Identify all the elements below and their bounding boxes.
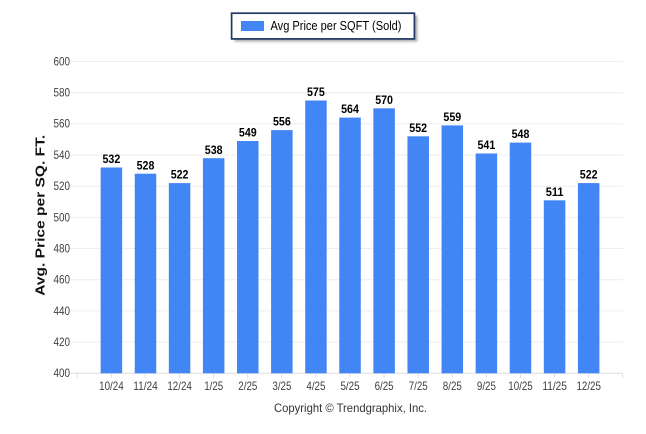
svg-text:522: 522 xyxy=(580,170,598,182)
svg-text:7/25: 7/25 xyxy=(409,379,428,393)
svg-text:10/24: 10/24 xyxy=(99,379,124,393)
svg-text:4/25: 4/25 xyxy=(306,379,325,393)
svg-text:549: 549 xyxy=(239,128,257,140)
svg-text:522: 522 xyxy=(171,170,189,182)
svg-text:420: 420 xyxy=(54,335,71,349)
svg-text:560: 560 xyxy=(54,117,71,131)
svg-text:11/25: 11/25 xyxy=(542,379,567,393)
svg-text:575: 575 xyxy=(307,87,325,99)
svg-text:580: 580 xyxy=(54,86,71,100)
svg-text:Avg. Price per SQ. FT.: Avg. Price per SQ. FT. xyxy=(33,135,47,296)
svg-text:528: 528 xyxy=(137,160,155,172)
svg-text:Avg Price per SQFT (Sold): Avg Price per SQFT (Sold) xyxy=(271,18,402,33)
svg-text:480: 480 xyxy=(54,241,71,255)
svg-text:548: 548 xyxy=(512,129,530,141)
svg-text:2/25: 2/25 xyxy=(238,379,257,393)
svg-text:12/24: 12/24 xyxy=(167,379,192,393)
svg-text:1/25: 1/25 xyxy=(204,379,223,393)
svg-text:541: 541 xyxy=(478,140,496,152)
svg-text:10/25: 10/25 xyxy=(508,379,533,393)
svg-text:559: 559 xyxy=(443,112,461,124)
svg-text:6/25: 6/25 xyxy=(375,379,394,393)
svg-text:564: 564 xyxy=(341,104,359,116)
svg-text:12/25: 12/25 xyxy=(576,379,601,393)
svg-text:460: 460 xyxy=(54,273,71,287)
svg-text:400: 400 xyxy=(54,366,71,380)
svg-text:3/25: 3/25 xyxy=(272,379,291,393)
svg-text:552: 552 xyxy=(409,123,427,135)
svg-text:Copyright © Trendgraphix, Inc.: Copyright © Trendgraphix, Inc. xyxy=(274,401,427,415)
svg-text:520: 520 xyxy=(54,179,71,193)
svg-text:5/25: 5/25 xyxy=(341,379,360,393)
svg-text:538: 538 xyxy=(205,145,223,157)
svg-text:440: 440 xyxy=(54,304,71,318)
svg-text:570: 570 xyxy=(375,95,393,107)
svg-text:540: 540 xyxy=(54,148,71,162)
svg-text:9/25: 9/25 xyxy=(477,379,496,393)
svg-text:8/25: 8/25 xyxy=(443,379,462,393)
svg-text:500: 500 xyxy=(54,210,71,224)
svg-text:556: 556 xyxy=(273,117,291,129)
svg-text:532: 532 xyxy=(103,154,121,166)
svg-text:511: 511 xyxy=(546,187,564,199)
svg-text:11/24: 11/24 xyxy=(133,379,158,393)
svg-text:600: 600 xyxy=(54,54,71,68)
